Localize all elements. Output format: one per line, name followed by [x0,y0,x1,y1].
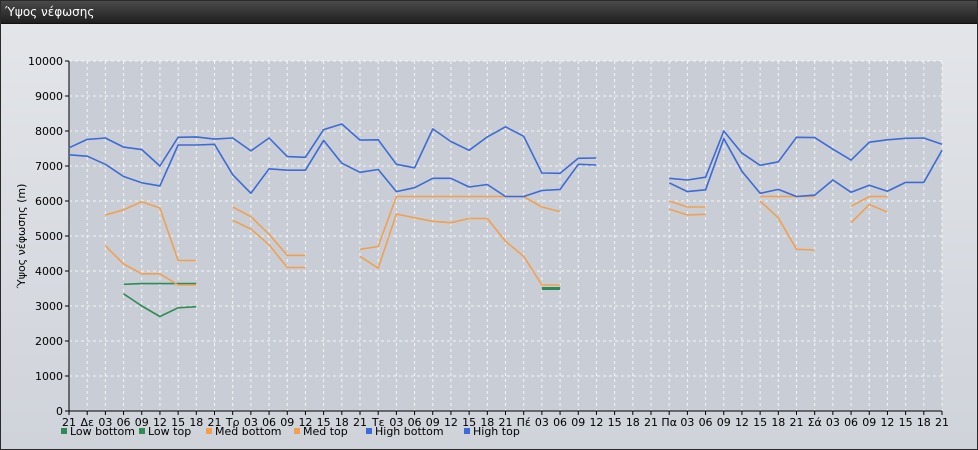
x-tick-label: 18 [917,416,931,429]
series-line-med-bottom [759,200,815,251]
x-tick-label: 03 [244,416,258,429]
x-tick-label: 12 [153,416,167,429]
x-tick-label: 15 [462,416,476,429]
series-line-med-top [850,195,888,208]
x-tick-label: 06 [553,416,567,429]
legend-label-low-bottom: Low bottom [70,425,135,438]
x-tick-label: 15 [171,416,185,429]
series-line-high-bottom [668,137,943,198]
x-tick-label: 09 [862,416,876,429]
legend-label-low-top: Low top [148,425,191,438]
x-tick-label: 12 [298,416,312,429]
y-tick-label: 3000 [35,300,63,313]
x-tick-label: 21 [499,416,513,429]
x-tick-label: 03 [535,416,549,429]
x-tick-label: 06 [699,416,713,429]
legend-label-med-top: Med top [303,425,348,438]
y-tick-label: 2000 [35,335,63,348]
x-tick-label: Πα [661,416,677,429]
y-tick-label: 7000 [35,160,63,173]
x-tick-label: 09 [135,416,149,429]
series-line-med-bottom [850,203,888,224]
x-tick-label: 18 [626,416,640,429]
x-tick-label: 06 [408,416,422,429]
x-tick-label: 18 [335,416,349,429]
x-tick-label: 03 [826,416,840,429]
title-bar: Ύψος νέφωσης [1,1,977,24]
y-tick-label: 5000 [35,230,63,243]
legend-swatch-high-top [464,428,470,434]
x-tick-label: 15 [899,416,913,429]
x-tick-label: Πέ [517,416,531,429]
series-line-med-bottom [668,208,706,216]
series-line-med-bottom [232,219,306,269]
x-tick-label: 06 [262,416,276,429]
series-line-med-bottom [359,213,561,286]
x-tick-label: 21 [62,416,76,429]
window-title: Ύψος νέφωσης [5,5,95,19]
series-line-high-bottom [68,139,597,198]
x-tick-label: 12 [444,416,458,429]
x-tick-label: 06 [844,416,858,429]
y-tick-label: 6000 [35,195,63,208]
series-line-med-top [359,195,561,251]
x-tick-label: 06 [117,416,131,429]
x-tick-label: 03 [98,416,112,429]
series-line-med-top [232,206,306,257]
y-tick-label: 4000 [35,265,63,278]
legend-swatch-low-bottom [61,428,67,434]
x-tick-label: 18 [480,416,494,429]
x-tick-label: 18 [189,416,203,429]
x-tick-label: 12 [589,416,603,429]
legend-label-high-bottom: High bottom [375,425,444,438]
x-tick-label: 03 [680,416,694,429]
y-tick-label: 0 [56,405,63,418]
x-tick-label: 21 [208,416,222,429]
x-tick-label: 21 [644,416,658,429]
legend-label-med-bottom: Med bottom [215,425,282,438]
x-tick-label: Τε [371,416,385,429]
x-tick-label: Τρ [225,416,240,429]
legend-swatch-med-top [294,428,300,434]
y-tick-label: 9000 [35,90,63,103]
y-tick-label: 8000 [35,125,63,138]
series-line-low-bottom [123,293,197,318]
x-tick-label: 12 [735,416,749,429]
y-tick-label: 1000 [35,370,63,383]
series-line-low-top [123,282,197,286]
x-tick-label: 09 [717,416,731,429]
x-tick-label: 18 [771,416,785,429]
x-tick-label: 21 [353,416,367,429]
series-line-med-top [668,200,706,208]
x-tick-label: 15 [317,416,331,429]
x-tick-label: 21 [790,416,804,429]
x-tick-label: 15 [753,416,767,429]
legend-swatch-low-top [139,428,145,434]
series-line-med-top [105,200,197,262]
x-tick-label: 21 [935,416,949,429]
series-line-high-top [669,130,943,181]
y-axis-label: Ύψος νέφωσης (m) [15,184,28,290]
series-line-med-bottom [104,245,197,286]
series-line-high-top [68,123,597,175]
legend-label-high-top: High top [473,425,520,438]
x-tick-label: 12 [880,416,894,429]
x-tick-label: 09 [426,416,440,429]
x-tick-label: Δε [80,416,94,429]
x-tick-label: 09 [571,416,585,429]
x-tick-label: 15 [608,416,622,429]
x-tick-label: Σά [808,416,822,429]
y-tick-label: 10000 [28,55,63,68]
x-tick-label: 03 [389,416,403,429]
legend-swatch-med-bottom [206,428,212,434]
x-tick-label: 09 [280,416,294,429]
legend-swatch-high-bottom [366,428,372,434]
